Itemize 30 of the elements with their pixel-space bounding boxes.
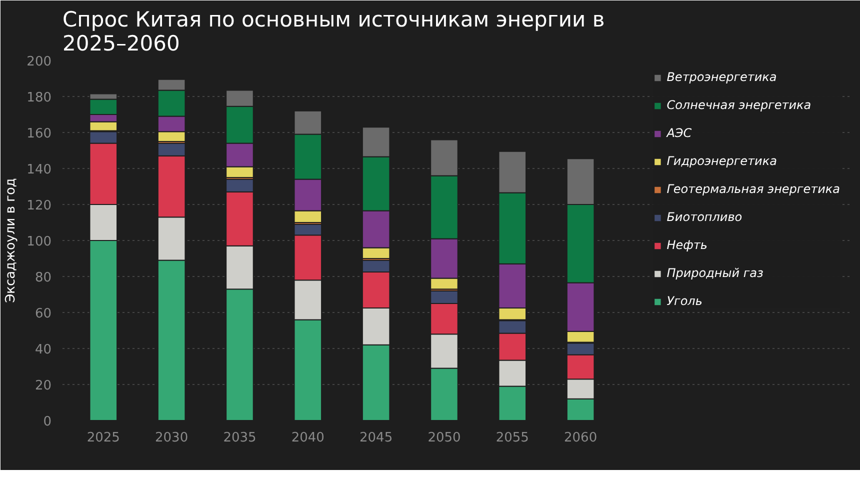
- y-tick-label: 140: [26, 162, 52, 178]
- y-axis-title: Эксаджоули в год: [4, 178, 19, 303]
- x-tick-label: 2055: [496, 430, 529, 446]
- legend-label: Природный газ: [666, 266, 764, 280]
- legend-label: Геотермальная энергетика: [666, 182, 840, 196]
- y-tick-label: 100: [26, 234, 52, 250]
- y-tick-label: 60: [34, 306, 52, 322]
- legend-label: Биотопливо: [666, 210, 742, 224]
- y-tick-label: 20: [34, 378, 52, 394]
- legend-label: Уголь: [666, 294, 702, 308]
- x-tick-label: 2025: [86, 430, 120, 446]
- x-tick-label: 2060: [564, 430, 598, 446]
- x-tick-label: 2030: [155, 430, 188, 446]
- y-tick-label: 180: [26, 90, 52, 106]
- legend-label: Солнечная энергетика: [666, 98, 812, 112]
- x-tick-label: 2045: [360, 430, 393, 446]
- y-tick-label: 160: [26, 126, 52, 142]
- y-tick-label: 0: [43, 414, 52, 430]
- legend-label: Гидроэнергетика: [666, 154, 777, 168]
- y-tick-label: 200: [26, 54, 52, 70]
- legend-label: Нефть: [666, 238, 708, 252]
- x-tick-label: 2040: [291, 430, 324, 446]
- chart-title: Спрос Китая по основным источникам энергии в 2025–2060: [62, 8, 605, 56]
- y-tick-label: 120: [26, 198, 52, 214]
- legend-label: АЭС: [666, 126, 692, 140]
- x-tick-label: 2035: [223, 430, 256, 446]
- x-tick-label: 2050: [428, 430, 461, 446]
- y-tick-label: 40: [34, 342, 52, 358]
- y-tick-label: 80: [34, 270, 52, 286]
- legend-label: Ветроэнергетика: [666, 70, 777, 84]
